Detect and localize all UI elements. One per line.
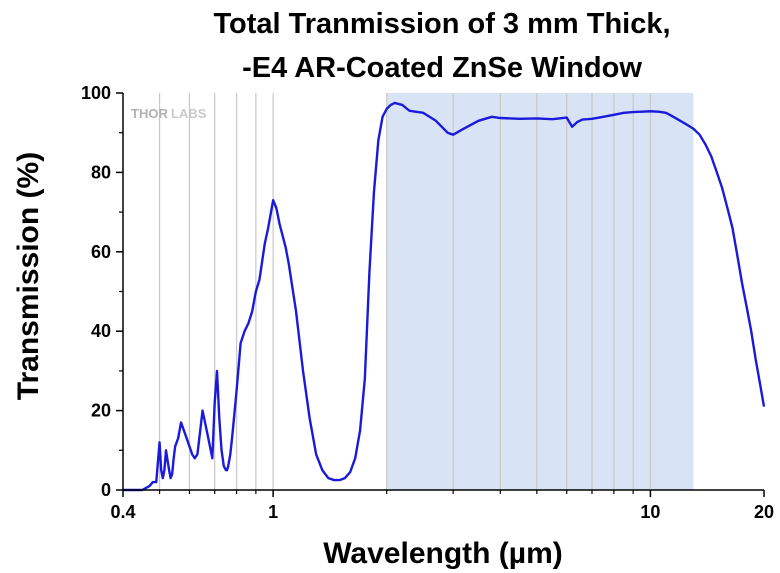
highlight-band <box>386 93 694 490</box>
x-tick-label: 20 <box>754 502 774 522</box>
x-axis-title: Wavelength (µm) <box>323 537 563 570</box>
logo-text-labs: LABS <box>171 106 207 121</box>
x-tick-label: 10 <box>640 502 660 522</box>
chart-title-line2: -E4 AR-Coated ZnSe Window <box>242 52 642 84</box>
y-axis-title: Transmission (%) <box>12 152 45 400</box>
y-tick-label: 20 <box>91 401 111 421</box>
x-tick-label: 1 <box>268 502 278 522</box>
chart-title-line1: Total Tranmission of 3 mm Thick, <box>213 8 670 40</box>
x-tick-label: 0.4 <box>110 502 135 522</box>
y-tick-label: 60 <box>91 242 111 262</box>
thorlabs-logo: THOR LABS <box>131 106 207 121</box>
logo-text-thor: THOR <box>131 106 168 121</box>
y-tick-label: 40 <box>91 321 111 341</box>
y-tick-label: 80 <box>91 162 111 182</box>
transmission-series-line <box>123 101 766 492</box>
y-tick-label: 0 <box>101 480 111 500</box>
y-tick-label: 100 <box>81 83 111 103</box>
